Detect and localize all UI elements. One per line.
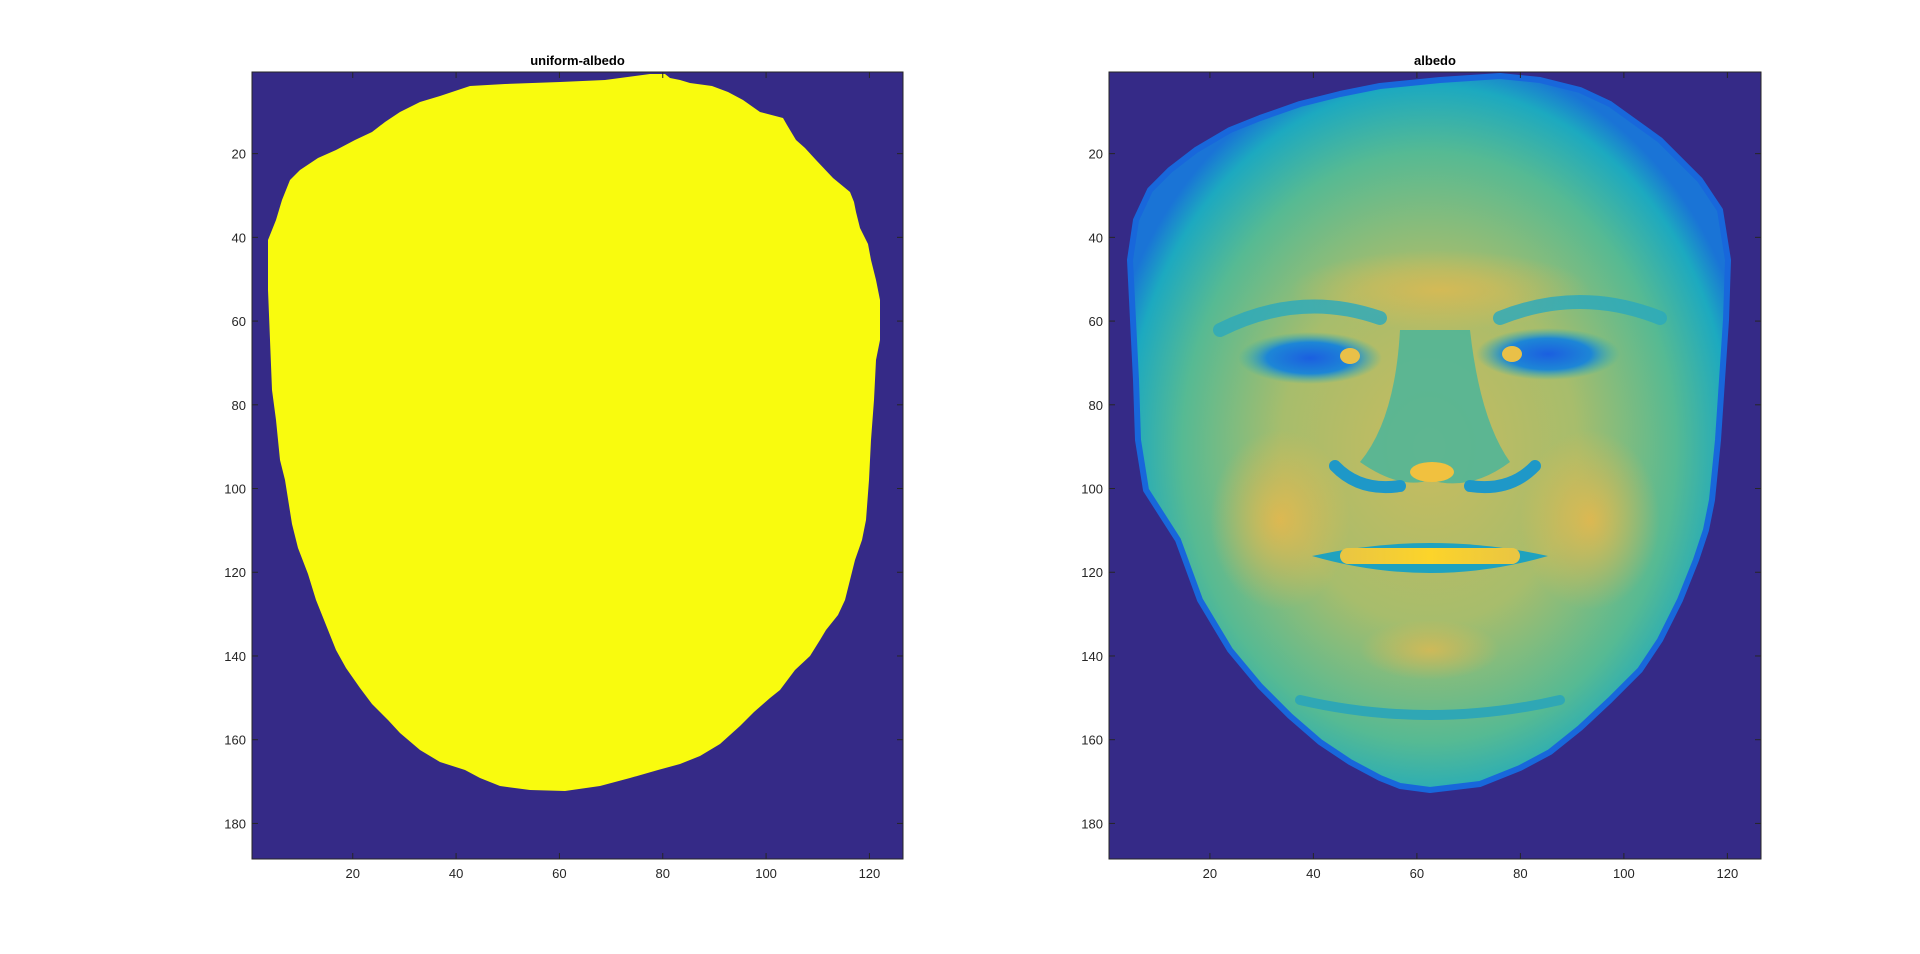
y-tick-label: 120 <box>224 565 246 580</box>
y-tick-label: 80 <box>1089 398 1103 413</box>
x-tick-label: 100 <box>1613 866 1635 881</box>
y-tick-label: 40 <box>232 230 246 245</box>
axes-box <box>1108 71 1762 860</box>
x-tick-label: 40 <box>1306 866 1320 881</box>
x-tick-label: 120 <box>859 866 881 881</box>
x-tick-label: 60 <box>1410 866 1424 881</box>
axes-uniform-albedo: 20 40 60 80 100 120 20 40 60 80 100 120 140 160 180 u… <box>224 53 904 881</box>
axes-box <box>251 71 904 860</box>
y-tick-labels: 20 40 60 80 100 120 140 160 180 <box>224 147 246 832</box>
chin-line <box>1295 695 1565 720</box>
x-tick-label: 80 <box>656 866 670 881</box>
right-eye <box>1476 328 1620 380</box>
y-tick-label: 100 <box>224 482 246 497</box>
axes-title: albedo <box>1414 53 1456 68</box>
right-eye-highlight <box>1502 346 1522 362</box>
y-tick-label: 180 <box>1081 816 1103 831</box>
tick-marks <box>1109 72 1761 859</box>
x-tick-label: 20 <box>346 866 360 881</box>
teeth <box>1340 548 1520 564</box>
nose-tip <box>1410 462 1454 482</box>
y-tick-label: 140 <box>224 649 246 664</box>
left-cheek <box>1210 430 1350 610</box>
y-tick-label: 20 <box>232 147 246 162</box>
axes-albedo: 20 40 60 80 100 120 20 40 60 80 100 120 140 160 180 a… <box>1081 53 1762 881</box>
face-mask-region <box>268 74 880 791</box>
x-tick-label: 100 <box>755 866 777 881</box>
forehead-highlight <box>1290 250 1590 330</box>
x-tick-label: 80 <box>1513 866 1527 881</box>
left-eye-highlight <box>1340 348 1360 364</box>
x-tick-labels: 20 40 60 80 100 120 <box>1203 866 1739 881</box>
x-tick-label: 40 <box>449 866 463 881</box>
y-tick-labels: 20 40 60 80 100 120 140 160 180 <box>1081 147 1103 832</box>
right-eyebrow <box>1493 295 1667 325</box>
x-tick-label: 120 <box>1717 866 1739 881</box>
y-tick-label: 20 <box>1089 147 1103 162</box>
right-cheek <box>1520 430 1660 610</box>
left-eyebrow <box>1213 299 1387 337</box>
y-tick-label: 140 <box>1081 649 1103 664</box>
x-tick-labels: 20 40 60 80 100 120 <box>346 866 881 881</box>
y-tick-label: 100 <box>1081 482 1103 497</box>
nose-shadow <box>1329 460 1541 494</box>
x-tick-label: 60 <box>552 866 566 881</box>
y-tick-label: 180 <box>224 816 246 831</box>
chin-highlight <box>1360 620 1500 680</box>
nose-bridge <box>1360 330 1510 484</box>
y-tick-label: 160 <box>224 733 246 748</box>
left-eye <box>1238 332 1382 384</box>
y-tick-label: 80 <box>232 398 246 413</box>
y-tick-label: 160 <box>1081 733 1103 748</box>
y-tick-label: 60 <box>1089 314 1103 329</box>
y-tick-label: 60 <box>232 314 246 329</box>
y-tick-label: 120 <box>1081 565 1103 580</box>
y-tick-label: 40 <box>1089 230 1103 245</box>
tick-marks <box>252 72 903 859</box>
axes-title: uniform-albedo <box>530 53 625 68</box>
x-tick-label: 20 <box>1203 866 1217 881</box>
